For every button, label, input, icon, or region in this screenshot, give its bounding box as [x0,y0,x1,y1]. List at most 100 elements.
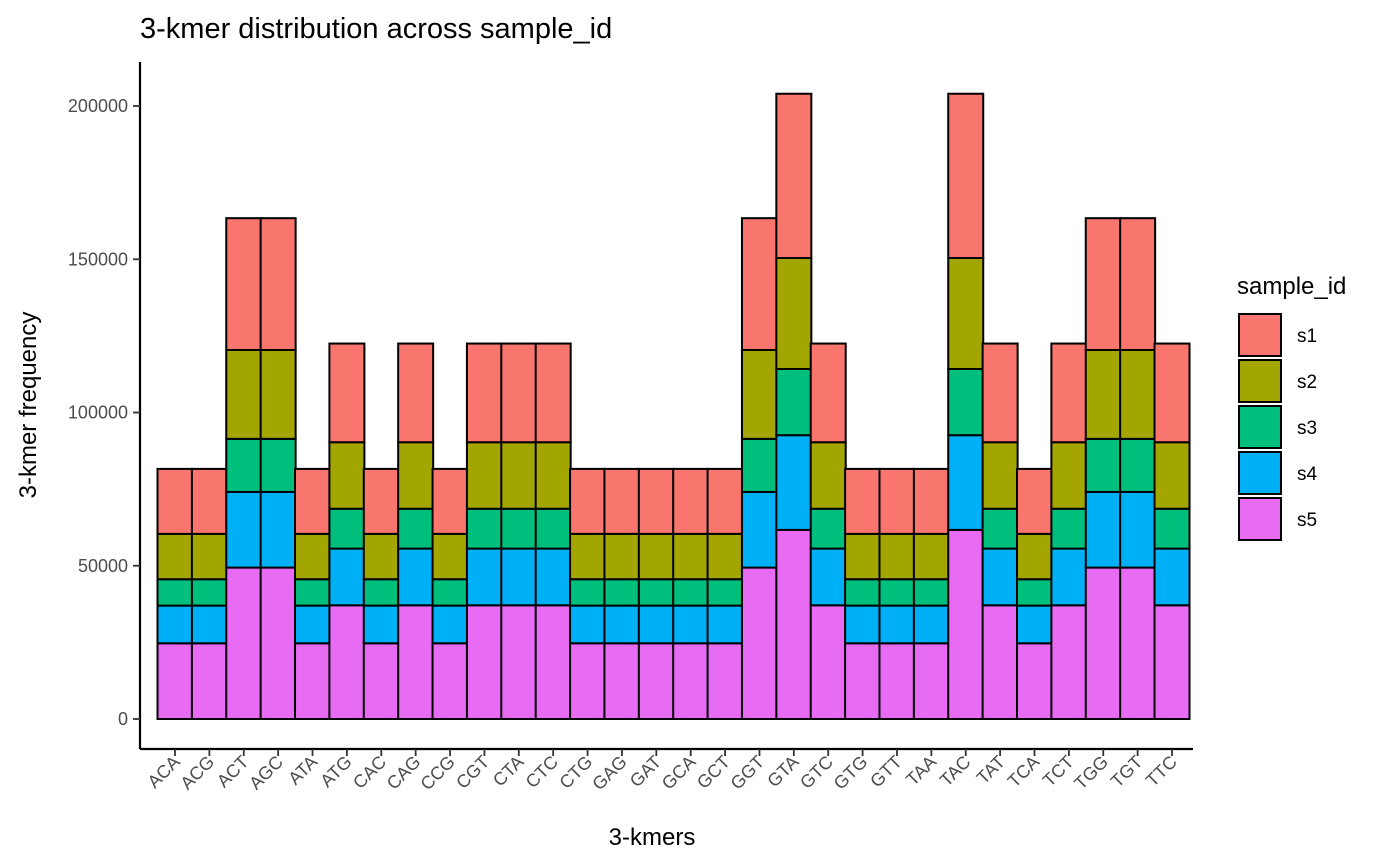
bar-segment-ACA-s1 [156,467,194,535]
bar-segment-GCT-s1 [706,467,744,535]
bar-segment-CGT-s2 [465,441,503,510]
legend-title: sample_id [1237,273,1346,300]
legend-key-s5 [1238,497,1282,541]
bar-segment-TTC-s2 [1153,441,1191,510]
bar-segment-AGC-s1 [259,217,297,351]
bar-segment-GTG-s5 [844,642,882,720]
bar-segment-TGT-s3 [1119,437,1157,493]
legend-key-s1 [1238,313,1282,357]
x-tick-label-TGT: TGT [1107,752,1147,792]
bar-segment-CTG-s4 [569,604,607,645]
bar-segment-ACG-s1 [190,467,228,535]
bar-segment-GCT-s3 [706,578,744,607]
bar-segment-CGT-s1 [465,342,503,444]
bar-segment-TAC-s5 [947,528,985,721]
bar-segment-GTT-s2 [878,532,916,581]
bar-segment-ACT-s3 [225,437,263,493]
bar-segment-ATA-s4 [294,604,332,645]
x-tick-label-CAG: CAG [383,752,425,794]
bar-segment-TTC-s4 [1153,547,1191,607]
bar-segment-ACT-s1 [225,217,263,351]
bar-segment-ATA-s1 [294,467,332,535]
bar-segment-TAT-s3 [981,507,1019,550]
bar-segment-CAG-s4 [397,547,435,607]
bar-segment-CTA-s1 [500,342,538,444]
bar-segment-GGT-s5 [740,566,778,720]
bar-segment-TAT-s1 [981,342,1019,444]
x-tick-label-GTT: GTT [866,752,906,792]
bar-segment-GCA-s2 [672,532,710,581]
bar-segment-CTG-s2 [569,532,607,581]
x-tick-label-TAC: TAC [936,752,975,791]
x-tick-label-CCG: CCG [416,752,458,794]
x-tick-label-CTC: CTC [522,752,562,792]
bar-segment-ATG-s3 [328,507,366,550]
bar-segment-CAG-s1 [397,342,435,444]
x-tick-label-ACG: ACG [176,752,218,794]
bar-segment-CAC-s5 [362,642,400,720]
bar-segment-CTA-s3 [500,507,538,550]
bar-segment-TCA-s4 [1016,604,1053,645]
bar-segment-TGT-s1 [1119,217,1157,351]
bar-segment-TCT-s1 [1050,342,1088,444]
bar-segment-ATA-s5 [294,642,332,720]
bar-segment-GTC-s4 [809,547,847,607]
bar-segment-ACT-s4 [225,490,263,569]
bar-segment-GAG-s2 [603,532,641,581]
bar-segment-GTA-s1 [775,92,813,260]
bar-segment-TGG-s3 [1084,437,1122,493]
bar-segment-GAT-s2 [637,532,675,581]
bar-segment-GCA-s5 [672,642,710,720]
bar-segment-GTG-s1 [844,467,882,535]
bar-segment-GTT-s4 [878,604,916,645]
bar-segment-GAT-s5 [637,642,675,720]
bar-segment-TAC-s3 [947,367,985,437]
bar-segment-CTA-s5 [500,604,538,721]
bar-segment-TCT-s4 [1050,547,1088,607]
legend-key-s4 [1238,451,1282,495]
bar-segment-GTA-s2 [775,257,813,370]
bar-segment-GAT-s3 [637,578,675,607]
x-tick-label-CAC: CAC [349,752,390,793]
x-tick-label-AGC: AGC [245,752,287,794]
y-tick-label: 200000 [68,96,128,116]
bar-segment-GTG-s2 [844,532,882,581]
x-axis-label: 3-kmers [609,824,696,851]
x-tick-label-GTC: GTC [796,752,837,793]
bar-segment-GTT-s5 [878,642,916,720]
bar-segment-ACA-s4 [156,604,194,645]
bar-segment-GTC-s3 [809,507,847,550]
bar-segment-GGT-s1 [740,217,778,351]
bar-segment-GTT-s3 [878,578,916,607]
bar-segment-GAG-s4 [603,604,641,645]
legend-key-s2 [1238,359,1282,403]
bar-segment-AGC-s5 [259,566,297,720]
bar-segment-TGG-s2 [1084,348,1122,440]
legend: sample_id s1 s2 s3 s4 s5 [1237,273,1346,541]
bar-segment-GTT-s1 [878,467,916,535]
bar-segment-ACA-s5 [156,642,194,720]
y-tick-label: 0 [118,709,128,729]
x-tick-label-ATG: ATG [316,752,355,791]
bar-segment-ACG-s4 [190,604,228,645]
x-tick-label-TCA: TCA [1004,752,1044,792]
bar-segment-CCG-s3 [431,578,469,607]
x-tick-label-ACA: ACA [144,752,184,792]
bar-segment-GAG-s1 [603,467,641,535]
bar-segment-GAG-s5 [603,642,641,720]
x-tick-label-GAG: GAG [588,752,630,794]
bar-segment-GGT-s4 [740,490,778,569]
bar-segment-CCG-s5 [431,642,469,720]
bar-segment-GCA-s4 [672,604,710,645]
legend-label-s2: s2 [1297,372,1317,393]
bar-segment-CTC-s2 [534,441,572,510]
x-tick-label-TCT: TCT [1039,752,1078,791]
bar-segment-GAG-s3 [603,578,641,607]
x-tick-label-GCT: GCT [693,752,734,793]
bar-segment-CTC-s5 [534,604,572,721]
x-tick-label-TGG: TGG [1070,752,1112,794]
bar-segment-GTG-s3 [844,578,882,607]
legend-label-s3: s3 [1297,418,1317,439]
bar-segment-TAT-s5 [981,604,1019,721]
bar-segment-ACT-s5 [225,566,263,720]
